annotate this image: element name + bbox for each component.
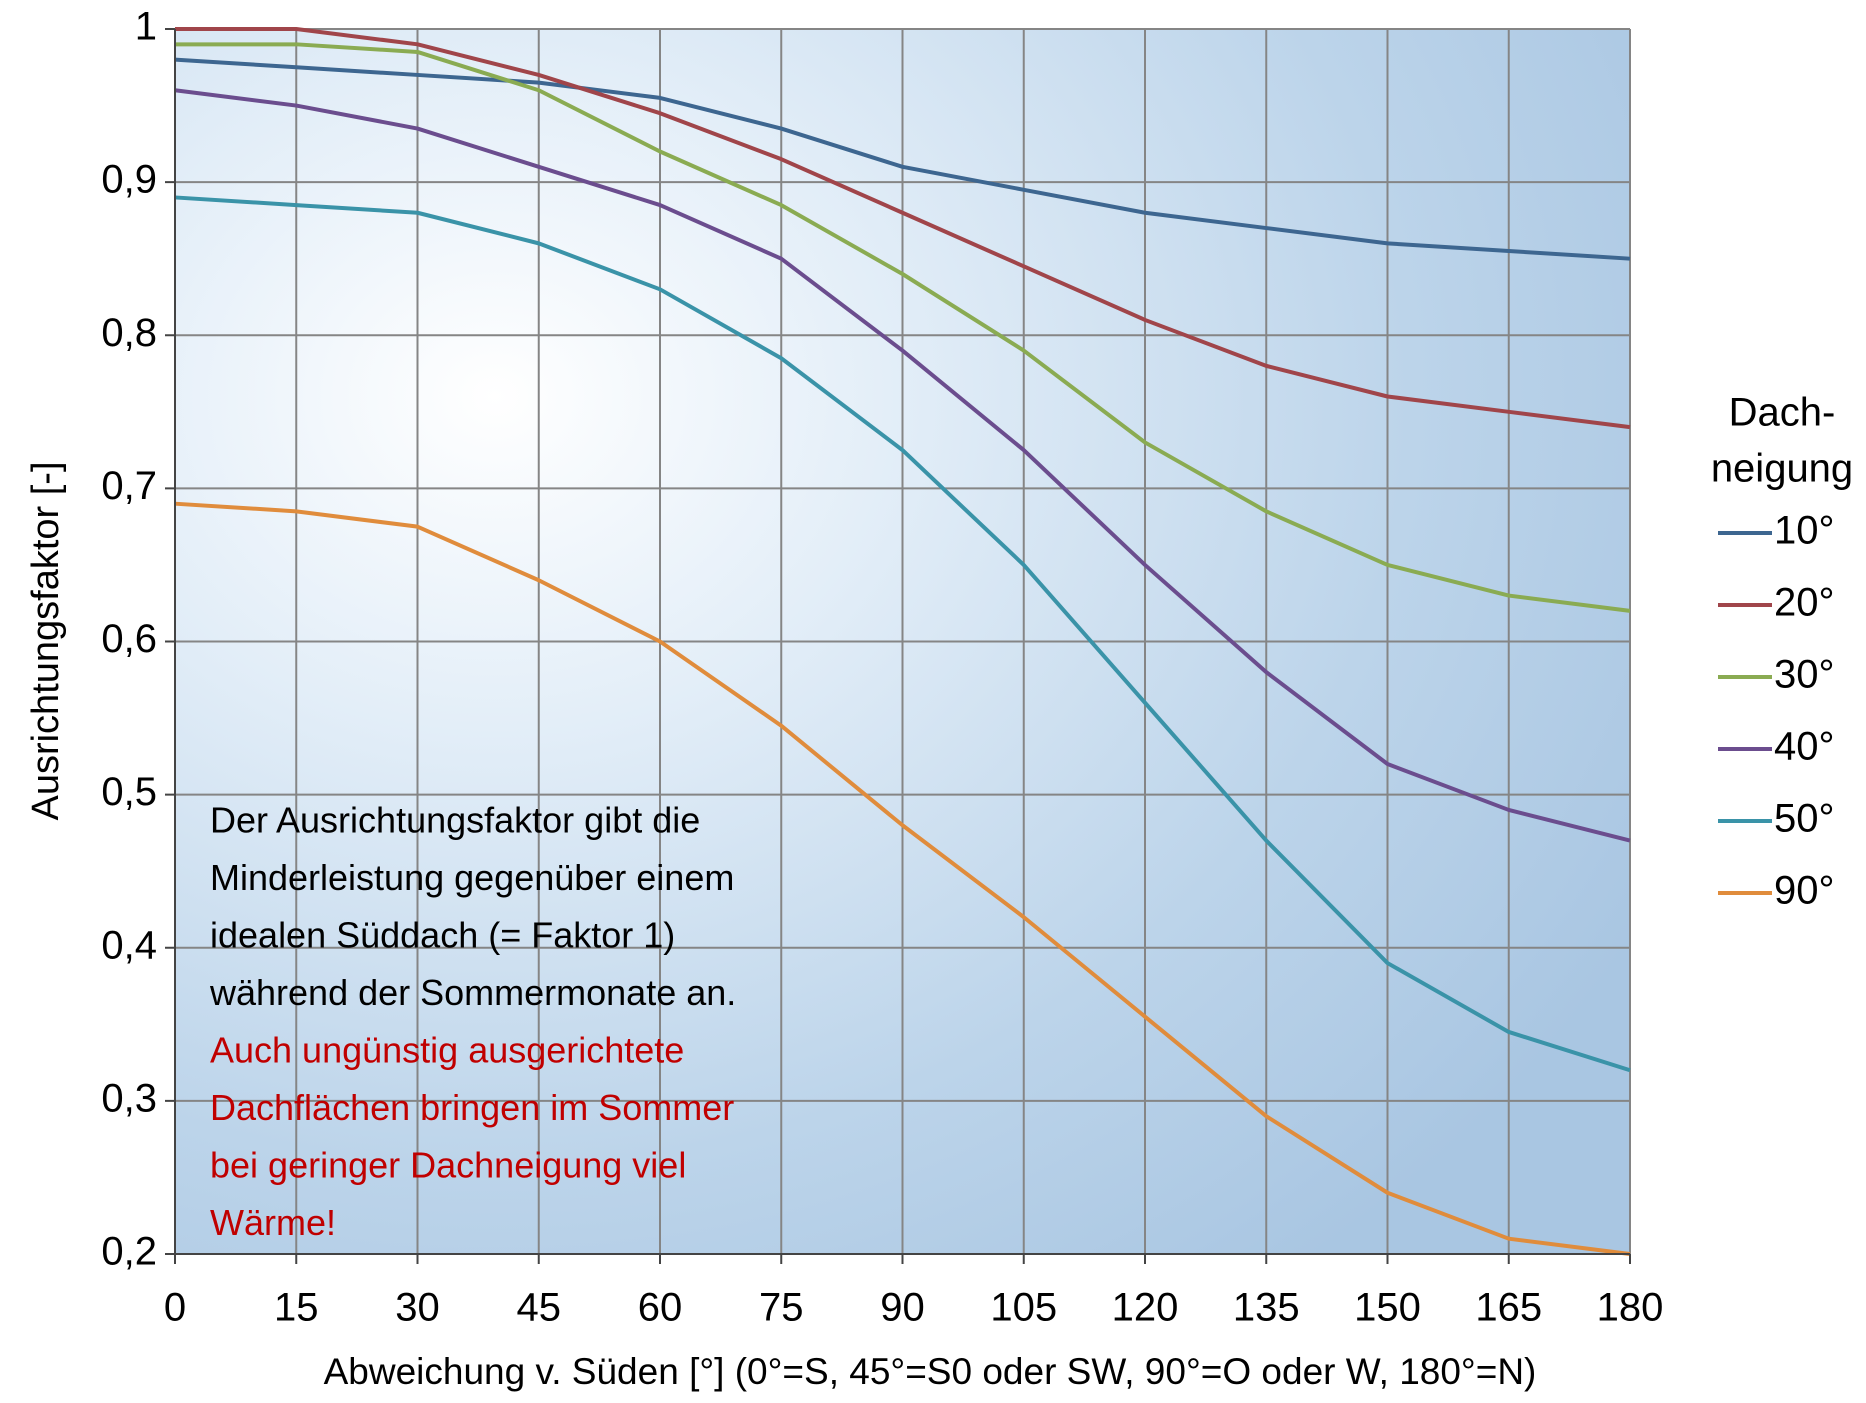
x-tick-label: 15 <box>274 1286 319 1330</box>
y-tick-label: 0,9 <box>101 158 157 202</box>
y-tick-label: 0,2 <box>101 1230 157 1274</box>
annotation-highlight: bei geringer Dachneigung viel <box>210 1145 686 1186</box>
legend-label: 50° <box>1774 797 1835 841</box>
x-tick-label: 75 <box>759 1286 804 1330</box>
x-tick-label: 150 <box>1354 1286 1421 1330</box>
y-tick-label: 0,4 <box>101 923 157 967</box>
annotation-text: während der Sommermonate an. <box>209 972 736 1013</box>
y-tick-label: 0,8 <box>101 311 157 355</box>
y-tick-label: 0,5 <box>101 770 157 814</box>
x-tick-label: 135 <box>1233 1286 1300 1330</box>
y-tick-label: 0,7 <box>101 464 157 508</box>
y-tick-label: 0,3 <box>101 1076 157 1120</box>
x-tick-label: 90 <box>880 1286 925 1330</box>
annotation-text: Minderleistung gegenüber einem <box>210 857 734 898</box>
legend-title: neigung <box>1711 447 1853 491</box>
annotation-highlight: Dachflächen bringen im Sommer <box>210 1087 734 1128</box>
x-tick-label: 105 <box>990 1286 1057 1330</box>
x-tick-label: 165 <box>1475 1286 1542 1330</box>
x-axis-title: Abweichung v. Süden [°] (0°=S, 45°=S0 od… <box>324 1351 1537 1392</box>
x-tick-label: 180 <box>1597 1286 1664 1330</box>
x-tick-label: 45 <box>517 1286 562 1330</box>
annotation-highlight: Wärme! <box>210 1202 336 1243</box>
y-tick-label: 1 <box>135 5 157 49</box>
y-tick-label: 0,6 <box>101 617 157 661</box>
chart: Ausrichtungsfaktor [-] Abweichung v. Süd… <box>0 0 1866 1398</box>
x-tick-label: 120 <box>1112 1286 1179 1330</box>
annotation-text: Der Ausrichtungsfaktor gibt die <box>210 800 700 841</box>
legend-label: 10° <box>1774 509 1835 553</box>
legend-label: 30° <box>1774 653 1835 697</box>
legend-title: Dach- <box>1729 391 1836 435</box>
legend-label: 40° <box>1774 725 1835 769</box>
legend-label: 20° <box>1774 581 1835 625</box>
legend-label: 90° <box>1774 869 1835 913</box>
annotation-highlight: Auch ungünstig ausgerichtete <box>210 1030 684 1071</box>
y-axis-title: Ausrichtungsfaktor [-] <box>25 461 67 820</box>
x-tick-label: 0 <box>164 1286 186 1330</box>
x-tick-label: 60 <box>638 1286 683 1330</box>
annotation-text: idealen Süddach (= Faktor 1) <box>210 915 675 956</box>
x-tick-label: 30 <box>395 1286 440 1330</box>
